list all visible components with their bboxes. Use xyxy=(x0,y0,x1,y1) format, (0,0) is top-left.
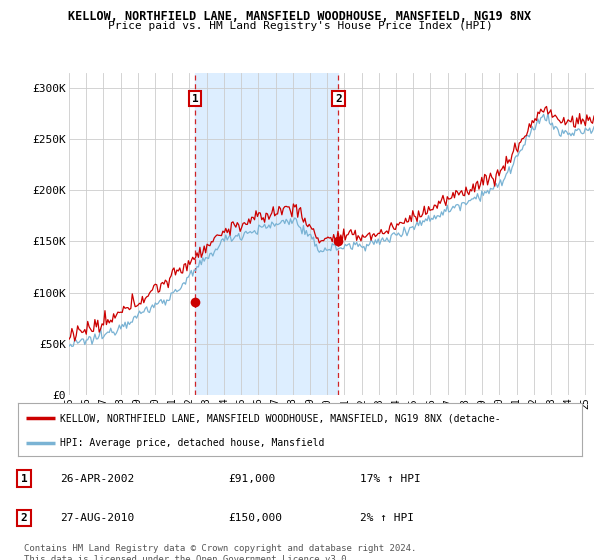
Text: 26-APR-2002: 26-APR-2002 xyxy=(60,474,134,484)
Text: HPI: Average price, detached house, Mansfield: HPI: Average price, detached house, Mans… xyxy=(60,438,325,448)
Text: 17% ↑ HPI: 17% ↑ HPI xyxy=(360,474,421,484)
Text: £150,000: £150,000 xyxy=(228,513,282,523)
Text: 1: 1 xyxy=(20,474,28,484)
Text: 2% ↑ HPI: 2% ↑ HPI xyxy=(360,513,414,523)
Text: Price paid vs. HM Land Registry's House Price Index (HPI): Price paid vs. HM Land Registry's House … xyxy=(107,21,493,31)
Text: 27-AUG-2010: 27-AUG-2010 xyxy=(60,513,134,523)
Text: Contains HM Land Registry data © Crown copyright and database right 2024.
This d: Contains HM Land Registry data © Crown c… xyxy=(24,544,416,560)
Text: 2: 2 xyxy=(335,94,342,104)
Text: KELLOW, NORTHFIELD LANE, MANSFIELD WOODHOUSE, MANSFIELD, NG19 8NX (detache­: KELLOW, NORTHFIELD LANE, MANSFIELD WOODH… xyxy=(60,413,501,423)
Bar xyxy=(195,73,338,395)
Text: 1: 1 xyxy=(191,94,199,104)
Text: KELLOW, NORTHFIELD LANE, MANSFIELD WOODHOUSE, MANSFIELD, NG19 8NX: KELLOW, NORTHFIELD LANE, MANSFIELD WOODH… xyxy=(68,10,532,23)
Text: £91,000: £91,000 xyxy=(228,474,275,484)
Text: 2: 2 xyxy=(20,513,28,523)
